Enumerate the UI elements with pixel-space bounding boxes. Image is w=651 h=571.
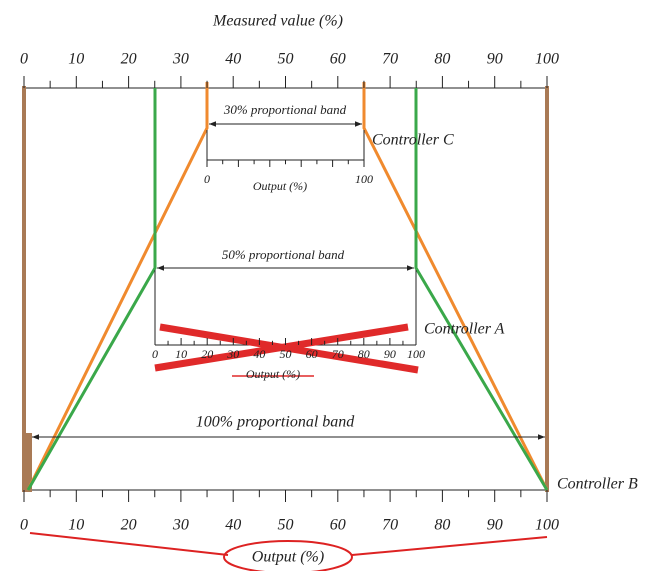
band-label: 30% proportional band [223,102,347,117]
tick-label: 80 [434,517,450,534]
tick-label: 30 [172,517,189,534]
axis-title: Output (%) [252,549,324,566]
tick-label: 80 [434,51,450,68]
tick-label: 40 [253,347,265,361]
tick-label: 60 [306,347,318,361]
tick-label: 80 [358,347,370,361]
tick-label: 60 [330,517,346,534]
tick-label: 60 [330,51,346,68]
tick-label: 50 [278,51,294,68]
tick-label: 30 [172,51,189,68]
tick-label: 10 [175,347,187,361]
tick-label: 70 [332,347,344,361]
controller-name: Controller C [372,132,454,149]
tick-label: 90 [487,51,503,68]
tick-label: 10 [68,517,84,534]
tick-label: 0 [152,347,158,361]
scale-title: Output (%) [246,367,300,381]
tick-label: 10 [68,51,84,68]
tick-label: 90 [487,517,503,534]
tick-label: 90 [384,347,396,361]
tick-label: 40 [225,51,241,68]
tick-label: 100 [355,172,373,186]
title: Measured value (%) [212,13,343,30]
tick-label: 70 [382,51,398,68]
tick-label: 100 [407,347,425,361]
controller-name: Controller A [424,321,505,338]
band-label: 100% proportional band [196,414,356,431]
tick-label: 30 [226,347,239,361]
tick-label: 50 [278,517,294,534]
tick-label: 20 [121,517,137,534]
tick-label: 0 [20,51,28,68]
tick-label: 100 [535,51,559,68]
scale-title: Output (%) [253,179,307,193]
tick-label: 40 [225,517,241,534]
tick-label: 70 [382,517,398,534]
tick-label: 20 [201,347,213,361]
tick-label: 100 [535,517,559,534]
tick-label: 20 [121,51,137,68]
band-label: 50% proportional band [222,247,345,262]
tick-label: 0 [204,172,210,186]
controller-name: Controller B [557,476,638,493]
tick-label: 0 [20,517,28,534]
tick-label: 50 [280,347,292,361]
